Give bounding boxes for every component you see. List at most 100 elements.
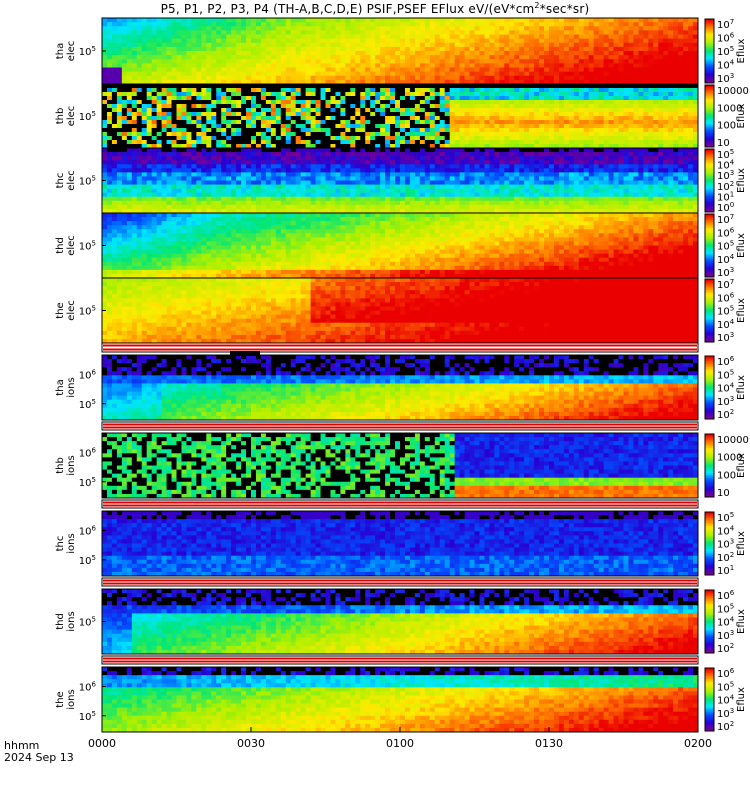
heatmap-cell (375, 26, 380, 31)
heatmap-cell (584, 43, 589, 48)
heatmap-cell (534, 22, 539, 27)
heatmap-cell (132, 51, 137, 56)
heatmap-cell (609, 43, 614, 48)
heatmap-cell (370, 68, 375, 73)
heatmap-cell (177, 68, 182, 73)
heatmap-cell (628, 35, 633, 40)
heatmap-cell (326, 30, 331, 35)
heatmap-cell (201, 22, 206, 27)
heatmap-cell (301, 43, 306, 48)
heatmap-cell (509, 68, 514, 73)
heatmap-cell (117, 26, 122, 31)
heatmap-cell (534, 76, 539, 81)
heatmap-cell (172, 30, 177, 35)
heatmap-cell (648, 26, 653, 31)
heatmap-cell (251, 22, 256, 27)
heatmap-cell (470, 72, 475, 77)
heatmap-cell (117, 63, 122, 68)
heatmap-cell (638, 63, 643, 68)
heatmap-cell (554, 51, 559, 56)
heatmap-cell (425, 55, 430, 60)
heatmap-cell (251, 51, 256, 56)
heatmap-cell (162, 59, 167, 64)
heatmap-cell (450, 76, 455, 81)
heatmap-cell (668, 43, 673, 48)
heatmap-cell (683, 18, 688, 23)
heatmap-cell (569, 63, 574, 68)
heatmap-cell (619, 35, 624, 40)
heatmap-cell (574, 76, 579, 81)
heatmap-cell (335, 55, 340, 60)
heatmap-cell (688, 47, 693, 52)
heatmap-cell (211, 22, 216, 27)
heatmap-cell (206, 72, 211, 77)
heatmap-cell (415, 43, 420, 48)
heatmap-cell (415, 47, 420, 52)
heatmap-cell (688, 59, 693, 64)
heatmap-cell (574, 68, 579, 73)
heatmap-cell (365, 30, 370, 35)
heatmap-cell (316, 26, 321, 31)
heatmap-cell (296, 18, 301, 23)
heatmap-cell (236, 47, 241, 52)
heatmap-cell (559, 22, 564, 27)
heatmap-cell (400, 59, 405, 64)
heatmap-cell (460, 59, 465, 64)
heatmap-cell (415, 59, 420, 64)
heatmap-cell (251, 59, 256, 64)
heatmap-cell (648, 18, 653, 23)
heatmap-cell (122, 26, 127, 31)
heatmap-cell (177, 18, 182, 23)
heatmap-cell (584, 72, 589, 77)
heatmap-cell (678, 18, 683, 23)
heatmap-cell (350, 30, 355, 35)
heatmap-cell (479, 43, 484, 48)
heatmap-cell (157, 26, 162, 31)
heatmap-cell (524, 51, 529, 56)
heatmap-cell (321, 30, 326, 35)
heatmap-cell (609, 35, 614, 40)
heatmap-cell (251, 39, 256, 44)
heatmap-cell (335, 35, 340, 40)
heatmap-cell (509, 30, 514, 35)
heatmap-cell (311, 35, 316, 40)
heatmap-cell (107, 43, 112, 48)
heatmap-cell (102, 39, 107, 44)
heatmap-cell (624, 63, 629, 68)
heatmap-cell (286, 26, 291, 31)
heatmap-cell (529, 72, 534, 77)
heatmap-cell (564, 55, 569, 60)
heatmap-cell (162, 47, 167, 52)
heatmap-cell (380, 51, 385, 56)
heatmap-cell (261, 72, 266, 77)
heatmap-cell (475, 22, 480, 27)
heatmap-cell (440, 59, 445, 64)
heatmap-cell (246, 39, 251, 44)
heatmap-cell (589, 43, 594, 48)
heatmap-cell (226, 30, 231, 35)
heatmap-cell (470, 39, 475, 44)
heatmap-cell (509, 39, 514, 44)
heatmap-cell (296, 39, 301, 44)
heatmap-cell (196, 26, 201, 31)
heatmap-cell (301, 68, 306, 73)
heatmap-cell (668, 51, 673, 56)
heatmap-cell (221, 35, 226, 40)
heatmap-cell (241, 68, 246, 73)
heatmap-cell (594, 51, 599, 56)
heatmap-cell (420, 43, 425, 48)
heatmap-cell (678, 72, 683, 77)
heatmap-cell (489, 18, 494, 23)
heatmap-cell (544, 72, 549, 77)
heatmap-cell (271, 43, 276, 48)
heatmap-cell (385, 30, 390, 35)
heatmap-cell (291, 18, 296, 23)
heatmap-cell (683, 68, 688, 73)
heatmap-cell (450, 63, 455, 68)
heatmap-cell (112, 26, 117, 31)
heatmap-cell (544, 51, 549, 56)
heatmap-cell (311, 22, 316, 27)
heatmap-cell (609, 51, 614, 56)
heatmap-cell (321, 22, 326, 27)
heatmap-cell (534, 51, 539, 56)
